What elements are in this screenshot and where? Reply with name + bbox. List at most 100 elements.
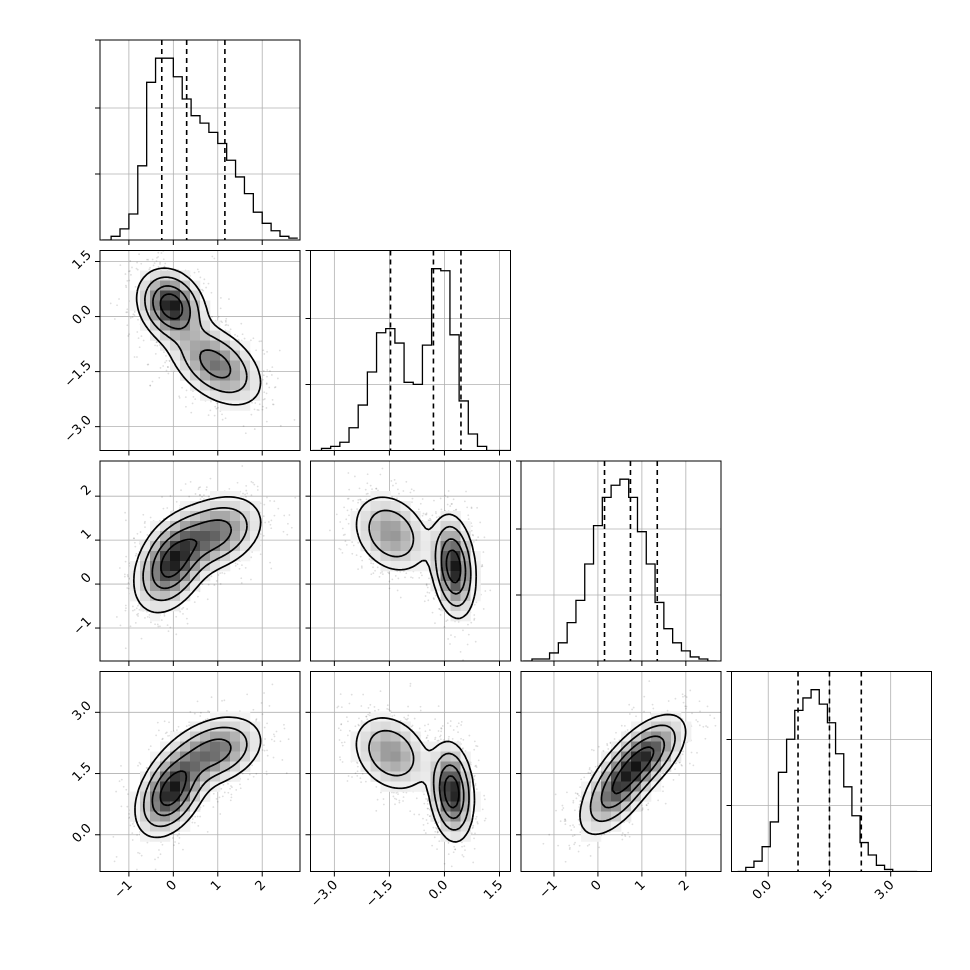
density-cell	[200, 501, 211, 512]
scatter-point	[236, 563, 239, 566]
scatter-point	[404, 576, 406, 579]
scatter-point	[155, 341, 158, 344]
scatter-point	[375, 487, 378, 490]
scatter-point	[197, 595, 199, 598]
scatter-point	[402, 490, 405, 492]
density-cell	[160, 531, 171, 542]
density-cell	[160, 591, 171, 602]
scatter-point	[438, 607, 441, 610]
scatter-point	[366, 492, 369, 495]
scatter-point	[465, 490, 467, 493]
scatter-point	[227, 324, 230, 327]
scatter-point	[197, 488, 200, 490]
density-cell	[160, 581, 171, 592]
scatter-point	[241, 333, 244, 336]
density-cell	[240, 541, 251, 552]
scatter-point	[118, 567, 121, 569]
scatter-point	[417, 508, 420, 511]
scatter-point	[355, 554, 358, 557]
scatter-point	[194, 398, 197, 400]
scatter-point	[454, 509, 457, 511]
scatter-point	[242, 492, 244, 495]
scatter-point	[137, 612, 140, 615]
scatter-point	[136, 261, 138, 264]
scatter-point	[156, 256, 158, 259]
x-tick-label: 0.0	[750, 878, 775, 903]
scatter-point	[271, 398, 274, 401]
scatter-point	[213, 584, 216, 586]
density-cell	[140, 551, 151, 562]
scatter-point	[274, 386, 277, 388]
scatter-point	[241, 564, 243, 567]
scatter-point	[269, 561, 271, 564]
density-cell	[140, 310, 151, 321]
density-cell	[230, 511, 241, 522]
density-cell	[460, 581, 471, 592]
scatter-point	[202, 282, 205, 285]
scatter-point	[210, 575, 213, 578]
scatter-point	[123, 575, 126, 578]
scatter-point	[165, 359, 168, 362]
scatter-point	[249, 339, 252, 342]
density-cell	[370, 531, 381, 542]
scatter-point	[258, 340, 261, 343]
scatter-point	[328, 529, 331, 532]
scatter-point	[372, 566, 374, 569]
density-cell	[430, 561, 441, 572]
scatter-point	[206, 598, 209, 601]
scatter-point	[429, 517, 431, 520]
scatter-point	[257, 409, 260, 412]
scatter-point	[470, 529, 473, 532]
scatter-point	[127, 582, 130, 584]
density-cell	[190, 300, 201, 311]
scatter-point	[228, 298, 230, 300]
scatter-point	[250, 556, 253, 559]
scatter-point	[265, 383, 268, 386]
scatter-point	[359, 498, 361, 501]
scatter-point	[427, 519, 430, 522]
scatter-point	[178, 396, 181, 399]
contour-line	[132, 495, 262, 614]
density-cell	[170, 340, 181, 351]
scatter-point	[184, 396, 187, 399]
scatter-point	[128, 270, 130, 273]
density-cell	[200, 370, 211, 381]
scatter-point	[134, 554, 137, 557]
density-cell	[240, 400, 251, 411]
scatter-point	[143, 522, 146, 525]
scatter-point	[273, 514, 276, 517]
scatter-point	[157, 266, 160, 268]
scatter-point	[342, 534, 345, 536]
scatter-point	[126, 587, 129, 589]
density-cell	[160, 310, 171, 321]
density-cell	[150, 581, 161, 592]
scatter-point	[452, 498, 455, 501]
scatter-point	[225, 323, 228, 326]
density-cell	[360, 511, 371, 522]
scatter-point	[223, 572, 226, 575]
scatter-point	[132, 609, 134, 612]
scatter-point	[155, 341, 158, 344]
density-cell	[430, 531, 441, 542]
scatter-point	[410, 576, 412, 579]
contours	[135, 267, 262, 406]
scatter-point	[345, 518, 348, 521]
scatter-point	[125, 555, 128, 558]
density-cell	[390, 561, 401, 572]
scatter-point	[364, 488, 367, 491]
scatter-point	[126, 573, 129, 576]
scatter-point	[131, 266, 133, 269]
density-cell	[250, 511, 261, 522]
density-cell	[440, 561, 451, 572]
scatter-point	[136, 356, 138, 358]
density-cell	[170, 571, 181, 582]
density-cell	[140, 280, 151, 291]
scatter-point	[124, 609, 127, 612]
density-cell	[420, 521, 431, 532]
density-cell	[410, 561, 421, 572]
scatter-point	[489, 589, 492, 592]
scatter-point	[255, 349, 258, 352]
scatter-point	[263, 503, 266, 506]
scatter-point	[381, 467, 384, 470]
scatter-point	[399, 596, 402, 599]
